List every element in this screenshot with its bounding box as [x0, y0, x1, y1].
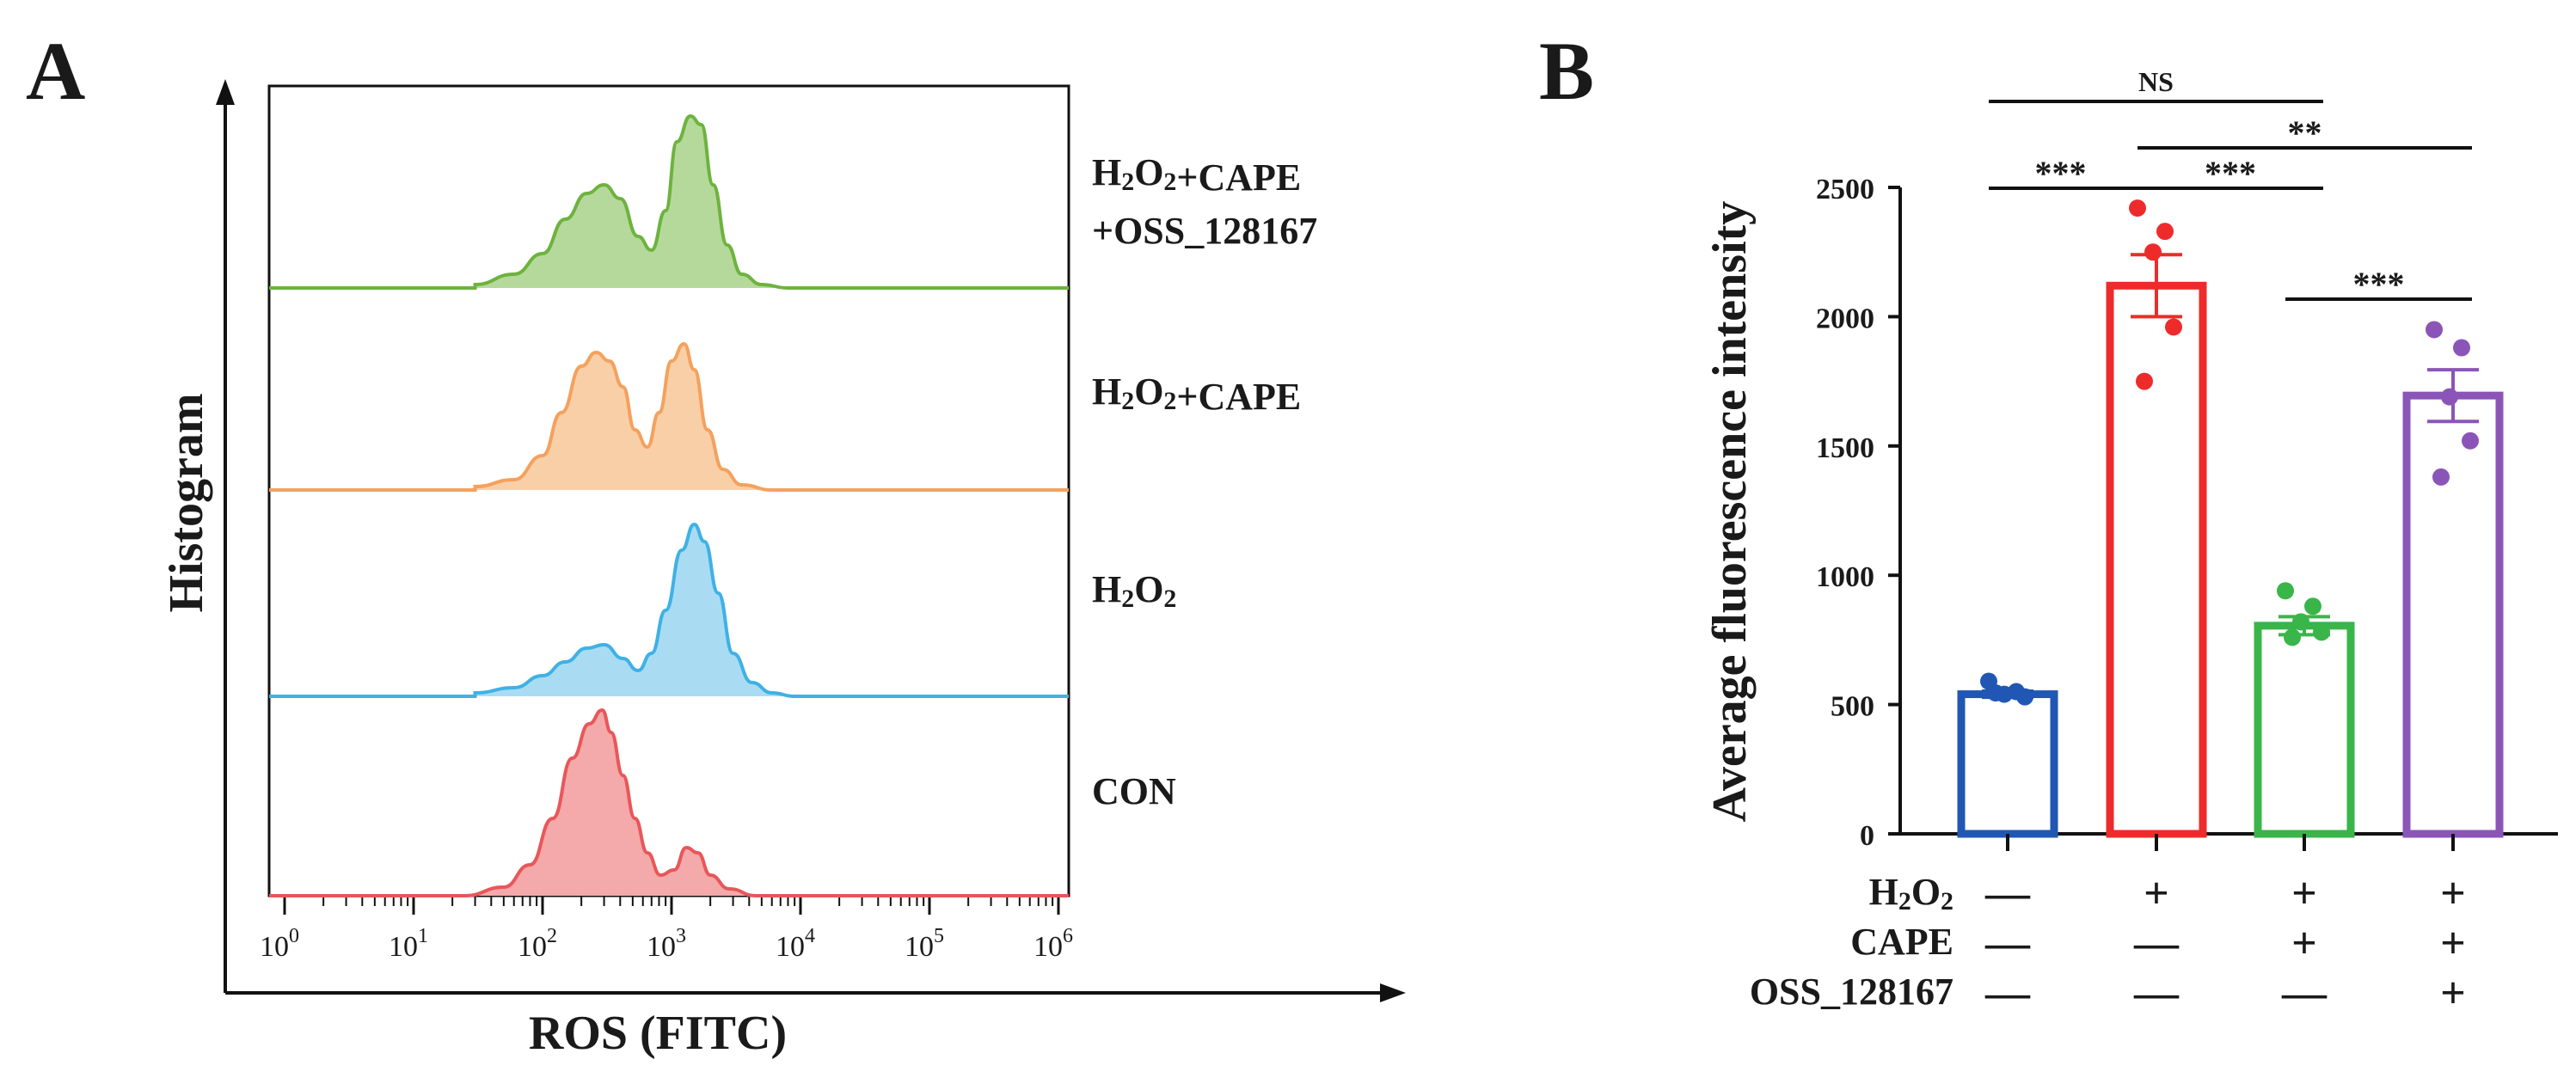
significance-bracket: *** [2285, 265, 2472, 303]
bars [1957, 199, 2504, 851]
histogram-x-ticks: 100 101 102 103 104 105 106 [260, 896, 1073, 963]
x-tick-label: 104 [776, 925, 815, 963]
plus-mark: + [2291, 919, 2317, 968]
data-point [2462, 432, 2479, 450]
minus-mark: — [1984, 969, 2031, 1018]
significance-label: NS [2138, 66, 2174, 97]
y-tick-label: 1500 [1816, 432, 1874, 464]
histogram-series-label: H2O2+CAPE [1092, 151, 1301, 199]
x-tick-label: 102 [518, 925, 557, 963]
histogram-series-1: H2O2+CAPE [269, 341, 1301, 493]
histogram-series-0: H2O2+CAPE +OSS_128167 [269, 113, 1317, 291]
y-tick-label: 2000 [1816, 303, 1874, 334]
x-axis-arrowhead [1380, 983, 1406, 1002]
significance-label: *** [2035, 154, 2087, 193]
plus-mark: + [2440, 869, 2466, 918]
design-row-label: CAPE [1850, 921, 1953, 963]
data-point [2016, 688, 2033, 706]
histogram-area [269, 710, 1069, 896]
histogram-line [269, 113, 1069, 291]
histogram-area [269, 344, 1069, 490]
bar-panel: Average fluorescence intensity 0 500 1000 1… [1703, 66, 2558, 1018]
bar-y-label: Average fluorescence intensity [1703, 201, 1757, 823]
minus-mark: — [2133, 969, 2180, 1018]
minus-mark: — [1984, 919, 2031, 968]
histogram-line [268, 707, 1069, 898]
panel-a-letter: A [26, 25, 85, 117]
significance-label: *** [2353, 265, 2405, 303]
minus-mark: — [2133, 919, 2180, 968]
data-point [2304, 597, 2321, 615]
bar-group-3 [2402, 321, 2504, 838]
design-row-label: H2O2 [1869, 871, 1953, 916]
data-point [2313, 623, 2330, 641]
histogram-series-3: CON [268, 707, 1176, 898]
y-tick-label: 1000 [1816, 561, 1874, 593]
significance-label: *** [2205, 154, 2256, 193]
histogram-series-label: CON [1092, 770, 1176, 812]
plus-mark: + [2440, 919, 2466, 968]
histogram-area [269, 524, 1069, 696]
x-tick-label: 105 [905, 925, 944, 963]
data-point [1987, 684, 2004, 702]
y-tick-label: 500 [1831, 691, 1874, 723]
significance-bracket: NS [1989, 66, 2323, 103]
panel-b-letter: B [1539, 25, 1594, 117]
treatment-design-table: H2O2— + + +CAPE — — + +OSS_128167— — — + [1750, 869, 2466, 1018]
y-axis-arrowhead [216, 79, 235, 105]
significance-bracket: ** [2137, 113, 2472, 152]
bar [2106, 281, 2207, 838]
minus-mark: — [1984, 869, 2031, 918]
histogram-series-2: H2O2 [269, 522, 1176, 699]
data-point [2284, 628, 2301, 646]
histogram-panel: ROS (FITC) Histogram 100 101 102 103 104 105 1… [160, 79, 1406, 1060]
histogram-line [269, 522, 1069, 699]
bar [2402, 391, 2504, 838]
data-point [2292, 613, 2309, 631]
data-point [2426, 321, 2443, 339]
bar [2254, 622, 2355, 838]
minus-mark: — [2281, 969, 2328, 1018]
y-tick-label: 2500 [1816, 174, 1874, 205]
bar-y-ticks: 0 500 1000 1500 2000 2500 [1816, 174, 1900, 852]
x-tick-label: 100 [260, 925, 299, 963]
plus-mark: + [2144, 869, 2169, 918]
bar-group-0 [1957, 672, 2058, 838]
significance-label: ** [2288, 113, 2322, 152]
data-point [2144, 243, 2162, 261]
design-row-label: OSS_128167 [1750, 971, 1953, 1013]
data-point [2156, 223, 2174, 241]
histogram-series: H2O2+CAPE +OSS_128167 H2O2+CAPE H2O2 CON [268, 113, 1317, 898]
y-tick-label: 0 [1860, 820, 1874, 852]
data-point [2129, 199, 2146, 217]
bar-group-2 [2254, 582, 2355, 838]
x-tick-label: 103 [647, 925, 686, 963]
x-tick-label: 106 [1033, 925, 1073, 963]
histogram-series-label: H2O2+CAPE [1092, 371, 1301, 418]
significance-bracket: *** [2137, 154, 2323, 193]
data-point [2136, 372, 2153, 390]
plus-mark: + [2291, 869, 2317, 918]
histogram-x-label: ROS (FITC) [529, 1007, 787, 1060]
histogram-line [269, 341, 1069, 493]
significance-brackets: NS***** ****** [1989, 66, 2472, 303]
data-point [2453, 339, 2470, 357]
histogram-series-label: H2O2 [1092, 568, 1176, 613]
data-point [2277, 582, 2294, 600]
x-tick-label: 101 [389, 925, 428, 963]
histogram-series-label: +OSS_128167 [1092, 210, 1317, 252]
plus-mark: + [2440, 969, 2466, 1018]
data-point [2165, 318, 2182, 336]
data-point [2432, 468, 2450, 486]
bar [1957, 690, 2058, 838]
histogram-y-label: Histogram [160, 393, 213, 612]
data-point [2441, 388, 2458, 406]
bar-group-1 [2106, 199, 2207, 838]
